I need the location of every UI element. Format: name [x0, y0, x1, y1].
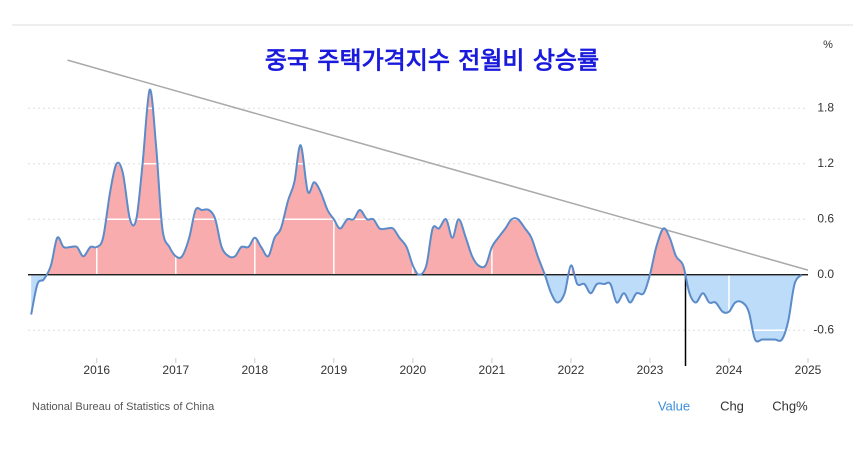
x-tick-label: 2019	[320, 363, 347, 377]
x-tick-label: 2016	[83, 363, 110, 377]
trend-line	[67, 59, 809, 271]
x-tick-label: 2017	[162, 363, 189, 377]
line	[30, 88, 803, 343]
y-tick-label: 1.2	[817, 156, 834, 170]
y-tick-label: 0.0	[817, 267, 834, 281]
x-tick-label: 2018	[241, 363, 268, 377]
unit-label: %	[823, 39, 833, 51]
source: National Bureau of Statistics of China	[32, 401, 215, 413]
y-tick-label: 1.8	[817, 100, 834, 114]
chart-title: 중국 주택가격지수 전월비 상승률	[265, 46, 599, 75]
x-tick-label: 2020	[400, 363, 427, 377]
y-tick-label: -0.6	[813, 322, 834, 336]
area-positive	[31, 89, 802, 275]
x-tick-label: 2025	[795, 363, 822, 377]
x-tick-label: 2022	[558, 363, 585, 377]
button[interactable]: Chg	[720, 398, 744, 413]
x-tick-label: 2021	[479, 363, 506, 377]
button[interactable]: Chg%	[772, 398, 808, 413]
y-tick-label: 0.6	[817, 211, 834, 225]
x-tick-label: 2024	[716, 363, 743, 377]
button[interactable]: Value	[658, 398, 690, 413]
x-tick-label: 2023	[637, 363, 664, 377]
area-negative	[31, 274, 802, 342]
